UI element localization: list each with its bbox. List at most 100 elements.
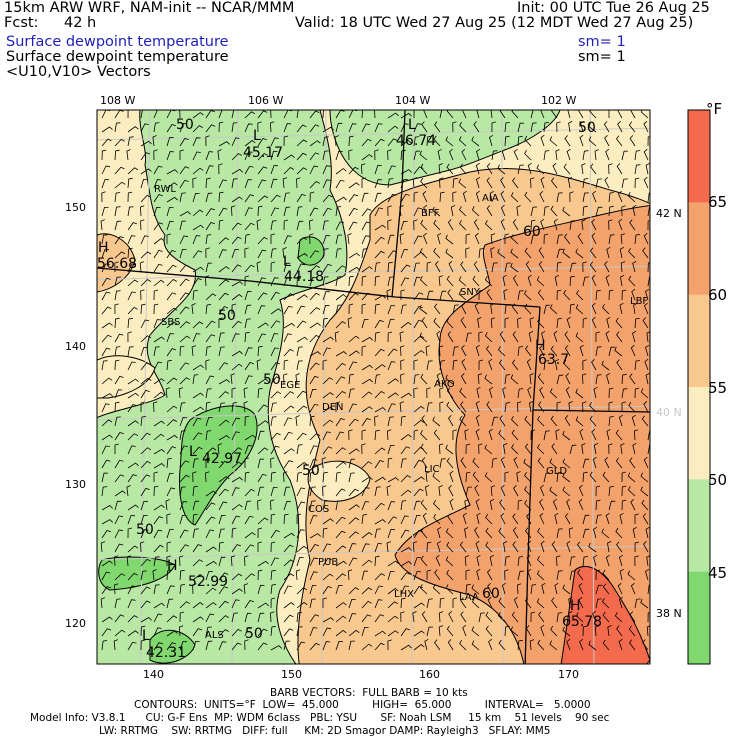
wind-barb [589,261,597,273]
wind-barb [485,611,493,623]
wind-barb [322,557,332,567]
wind-barb [582,150,589,161]
wind-barb [348,275,354,287]
wind-barb [322,276,329,287]
wind-barb [127,191,133,203]
wind-barb [498,359,506,371]
wind-barb [101,277,111,287]
wind-barb [582,625,588,637]
wind-barb [419,332,428,343]
wind-barb [543,430,550,441]
wind-barb [101,393,113,399]
wind-barb [348,194,359,203]
wind-barb [335,376,346,385]
contour-label-50-nw: 50 [176,117,194,133]
wind-barb [192,583,197,595]
wind-barb [101,640,108,651]
wind-barb [499,415,506,427]
wind-barb [361,192,369,203]
wind-barb [192,471,197,483]
wind-barb [217,149,222,161]
wind-barb [244,331,250,343]
wind-barb [554,275,559,287]
wind-barb [309,351,321,357]
wind-barb [231,417,241,427]
wind-barb [461,110,467,119]
wind-barb [465,247,470,259]
wind-barb [400,547,412,553]
wind-barb [153,391,165,399]
wind-barb [575,304,584,315]
wind-barb [179,278,190,287]
wind-barb [127,306,138,315]
wind-barb [421,415,428,427]
wind-barb [322,165,331,175]
wind-barb [140,432,151,441]
wind-barb [476,512,481,525]
wind-barb [608,205,614,217]
wind-barb [296,152,307,161]
wind-barb [140,474,151,483]
field1-title: Surface dewpoint temperature [6,34,229,50]
wind-barb [374,179,383,189]
wind-barb [400,193,410,203]
wind-barb [543,472,551,483]
wind-barb [257,166,268,175]
wind-barb [452,359,458,371]
wind-barb [556,570,563,581]
wind-barb [374,164,382,175]
wind-barb [140,617,152,623]
wind-barb [152,135,157,147]
wind-barb [140,179,148,189]
wind-barb [179,569,185,581]
wind-barb [540,218,545,231]
wind-barb [631,414,636,427]
wind-barb [335,276,342,287]
wind-barb [413,150,421,161]
wind-barb [374,123,383,133]
wind-barb [502,386,507,399]
wind-barb [615,527,623,539]
wind-barb [413,500,421,511]
wind-barb [192,500,200,511]
wind-barb [153,249,163,259]
wind-barb [439,177,444,189]
wind-barb [645,288,650,301]
wind-barb [439,401,444,413]
wind-barb [629,135,636,147]
wind-barb [646,331,650,343]
wind-barb [270,376,281,385]
wind-barb [244,304,252,315]
wind-barb [413,374,420,385]
wind-barb [632,527,637,539]
wind-barb [446,275,454,287]
wind-barb [257,458,265,469]
contour-label-50-mid: 50 [218,308,236,324]
wind-barb [348,221,358,231]
wind-barb [334,135,339,147]
wind-barb [608,219,613,231]
wind-barb [283,501,291,511]
station-ege: EGE [280,380,301,391]
wind-barb [114,192,121,203]
wind-barb [400,249,409,259]
wind-barb [643,176,649,189]
wind-barb [630,582,636,595]
wind-barb [528,331,534,343]
wind-barb [595,514,602,525]
wind-barb [140,558,151,567]
wind-barb [446,625,454,637]
wind-barb [140,219,145,231]
wind-barb [309,486,317,497]
wind-barb [153,504,165,511]
wind-barb [424,485,430,497]
wind-barb [524,290,532,301]
wind-barb [413,166,424,175]
wind-barb [504,625,510,637]
wind-barb [485,220,493,231]
wind-barb [114,346,121,357]
wind-barb [153,613,163,623]
extremum-value-6: 52.99 [188,574,229,590]
wind-barb [218,179,227,189]
wind-barb [607,625,612,637]
